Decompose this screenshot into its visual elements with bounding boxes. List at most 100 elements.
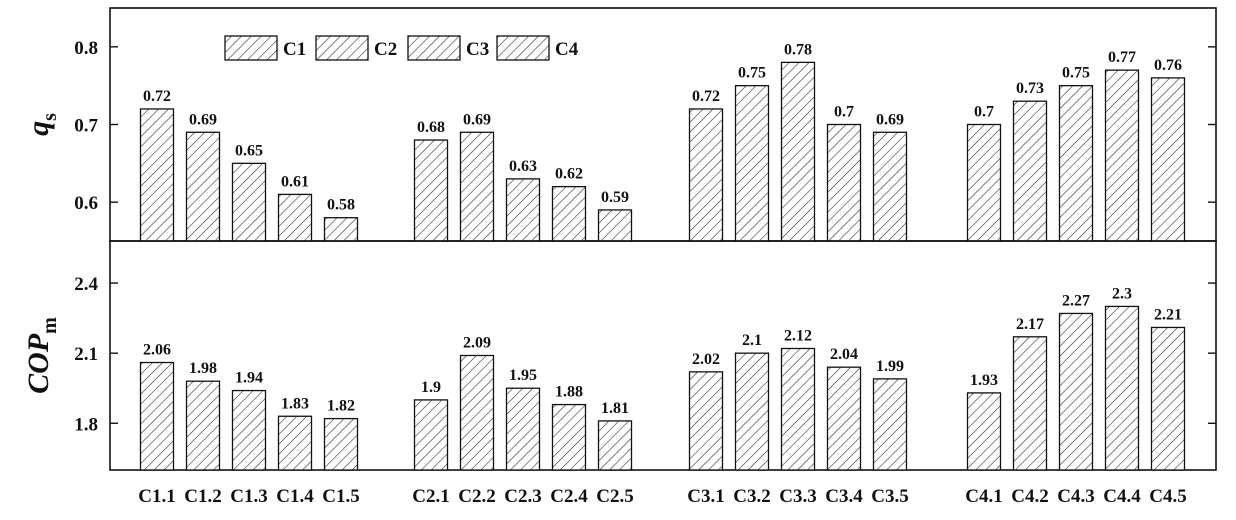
bar	[734, 352, 770, 471]
bar	[139, 361, 175, 471]
legend-swatch	[315, 35, 369, 61]
x-tick-label: C2.3	[504, 486, 541, 507]
panel-frame	[109, 240, 1217, 471]
data-label: 0.75	[738, 65, 766, 82]
data-label: 0.76	[1154, 57, 1182, 74]
bar	[551, 403, 587, 471]
x-tick-label: C1.4	[276, 486, 314, 507]
data-label: 2.12	[784, 327, 812, 344]
bar	[826, 123, 862, 242]
y-tick-label: 0.6	[74, 193, 98, 214]
bar	[1058, 312, 1094, 471]
data-label: 0.65	[235, 142, 263, 159]
data-label: 0.69	[189, 111, 217, 128]
bar	[1058, 85, 1094, 242]
data-label: 0.69	[876, 111, 904, 128]
data-label: 0.61	[281, 173, 309, 190]
data-label: 1.82	[327, 398, 355, 415]
x-tick-label: C1.5	[322, 486, 359, 507]
bar	[459, 354, 495, 471]
data-label: 0.73	[1016, 80, 1044, 97]
x-tick-label: C1.1	[138, 486, 175, 507]
bar	[323, 417, 359, 471]
bar	[139, 108, 175, 242]
x-tick-label: C4.5	[1149, 486, 1186, 507]
legend-swatch	[407, 35, 461, 61]
y-axis-title: qs	[22, 113, 61, 136]
bar	[505, 387, 541, 471]
bar	[505, 178, 541, 242]
bar	[277, 193, 313, 242]
x-tick-label: C3.2	[733, 486, 770, 507]
bar	[231, 389, 267, 471]
x-tick-label: C2.1	[412, 486, 449, 507]
legend: C1 C2 C3 C4	[224, 35, 579, 61]
data-label: 0.58	[327, 197, 355, 214]
x-tick-label: C4.1	[965, 486, 1002, 507]
data-label: 2.27	[1062, 292, 1090, 309]
data-label: 2.06	[143, 342, 171, 359]
x-tick-label: C1.3	[230, 486, 267, 507]
bar	[826, 366, 862, 471]
data-label: 1.81	[601, 400, 629, 417]
chart-root: 0.6 0.7 0.8 qs 0.72 0.69 0.65 0.61 0.58 0.68 0.69 0…	[22, 7, 1217, 507]
data-label: 0.72	[692, 88, 720, 105]
data-label: 0.78	[784, 41, 812, 58]
data-label: 0.59	[601, 189, 629, 206]
x-tick-label: C4.3	[1057, 486, 1094, 507]
y-axis-title-main: COP	[22, 333, 55, 394]
data-label: 2.04	[830, 346, 858, 363]
bar	[413, 399, 449, 471]
bar	[413, 139, 449, 242]
legend-label: C3	[466, 39, 489, 60]
bar	[872, 378, 908, 471]
data-label: 1.95	[509, 367, 537, 384]
x-tick-label: C2.2	[458, 486, 495, 507]
y-axis-title-subscript: s	[39, 113, 61, 121]
bar	[551, 185, 587, 242]
bar	[734, 85, 770, 242]
legend-label: C4	[555, 39, 579, 60]
x-tick-label: C3.3	[779, 486, 816, 507]
bar	[780, 347, 816, 471]
bar	[872, 131, 908, 242]
data-label: 2.02	[692, 351, 720, 368]
bar	[966, 392, 1002, 471]
bar	[688, 108, 724, 242]
y-tick-label: 2.4	[74, 274, 98, 295]
x-tick-label: C4.4	[1103, 486, 1141, 507]
bar	[1012, 336, 1048, 471]
data-label: 1.93	[970, 372, 998, 389]
bar	[966, 123, 1002, 242]
y-tick-label: 1.8	[74, 414, 98, 435]
data-label: 0.7	[974, 104, 994, 121]
data-label: 2.09	[463, 335, 491, 352]
data-label: 0.68	[417, 119, 445, 136]
data-label: 2.17	[1016, 316, 1044, 333]
x-tick-label: C3.4	[825, 486, 863, 507]
bar	[231, 162, 267, 242]
data-label: 0.69	[463, 111, 491, 128]
x-tick-label: C3.1	[687, 486, 724, 507]
y-tick-label: 0.8	[74, 38, 98, 59]
bar	[459, 131, 495, 242]
data-label: 2.3	[1112, 285, 1132, 302]
data-label: 1.9	[421, 379, 441, 396]
bar	[323, 217, 359, 242]
bar	[1012, 100, 1048, 242]
bar	[1150, 77, 1186, 242]
y-axis-title-subscript: m	[39, 317, 61, 334]
panel-top: 0.6 0.7 0.8 qs 0.72 0.69 0.65 0.61 0.58 0.68 0.69 0…	[22, 7, 1217, 242]
data-label: 0.63	[509, 158, 537, 175]
data-label: 0.75	[1062, 65, 1090, 82]
x-tick-label: C1.2	[184, 486, 221, 507]
y-tick-label: 0.7	[74, 116, 98, 137]
data-label: 1.88	[555, 384, 583, 401]
y-axis-title: COPm	[22, 317, 61, 394]
data-label: 0.77	[1108, 49, 1136, 66]
data-label: 2.1	[742, 332, 762, 349]
data-label: 1.99	[876, 358, 904, 375]
bar	[1150, 326, 1186, 471]
bar	[1104, 305, 1140, 471]
